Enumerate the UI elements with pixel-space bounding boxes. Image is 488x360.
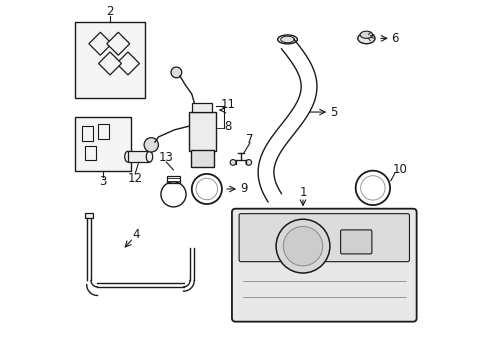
Ellipse shape — [124, 151, 131, 162]
Ellipse shape — [357, 33, 374, 44]
Circle shape — [144, 138, 158, 152]
Circle shape — [171, 67, 182, 78]
Text: 9: 9 — [240, 183, 247, 195]
Bar — [128, 151, 149, 162]
Ellipse shape — [280, 36, 294, 42]
Ellipse shape — [277, 35, 297, 44]
Bar — [75, 117, 131, 171]
Bar — [84, 213, 93, 218]
Circle shape — [230, 159, 235, 165]
Text: 13: 13 — [159, 151, 173, 164]
Text: 3: 3 — [99, 175, 106, 188]
Text: 7: 7 — [245, 133, 253, 146]
Ellipse shape — [146, 151, 152, 162]
Bar — [191, 103, 211, 112]
Bar — [98, 125, 109, 139]
Ellipse shape — [360, 31, 372, 39]
Bar — [75, 22, 145, 98]
Circle shape — [245, 159, 251, 165]
Text: 11: 11 — [221, 98, 235, 111]
Bar — [85, 146, 96, 160]
FancyBboxPatch shape — [239, 213, 408, 262]
Text: 8: 8 — [224, 120, 232, 133]
Polygon shape — [106, 32, 129, 55]
Text: 1: 1 — [299, 186, 306, 199]
Text: 5: 5 — [329, 105, 337, 118]
Circle shape — [283, 226, 322, 266]
Text: 4: 4 — [132, 228, 140, 241]
Polygon shape — [116, 52, 139, 75]
Bar — [190, 149, 214, 167]
Polygon shape — [89, 32, 112, 55]
Polygon shape — [99, 52, 121, 75]
Text: 6: 6 — [390, 32, 398, 45]
FancyBboxPatch shape — [340, 230, 371, 254]
Bar — [82, 126, 93, 140]
Bar — [188, 112, 215, 151]
Text: 10: 10 — [391, 163, 407, 176]
Bar — [167, 176, 180, 183]
Text: 12: 12 — [127, 172, 142, 185]
FancyBboxPatch shape — [231, 209, 416, 321]
Text: 2: 2 — [106, 5, 114, 18]
Circle shape — [276, 219, 329, 273]
